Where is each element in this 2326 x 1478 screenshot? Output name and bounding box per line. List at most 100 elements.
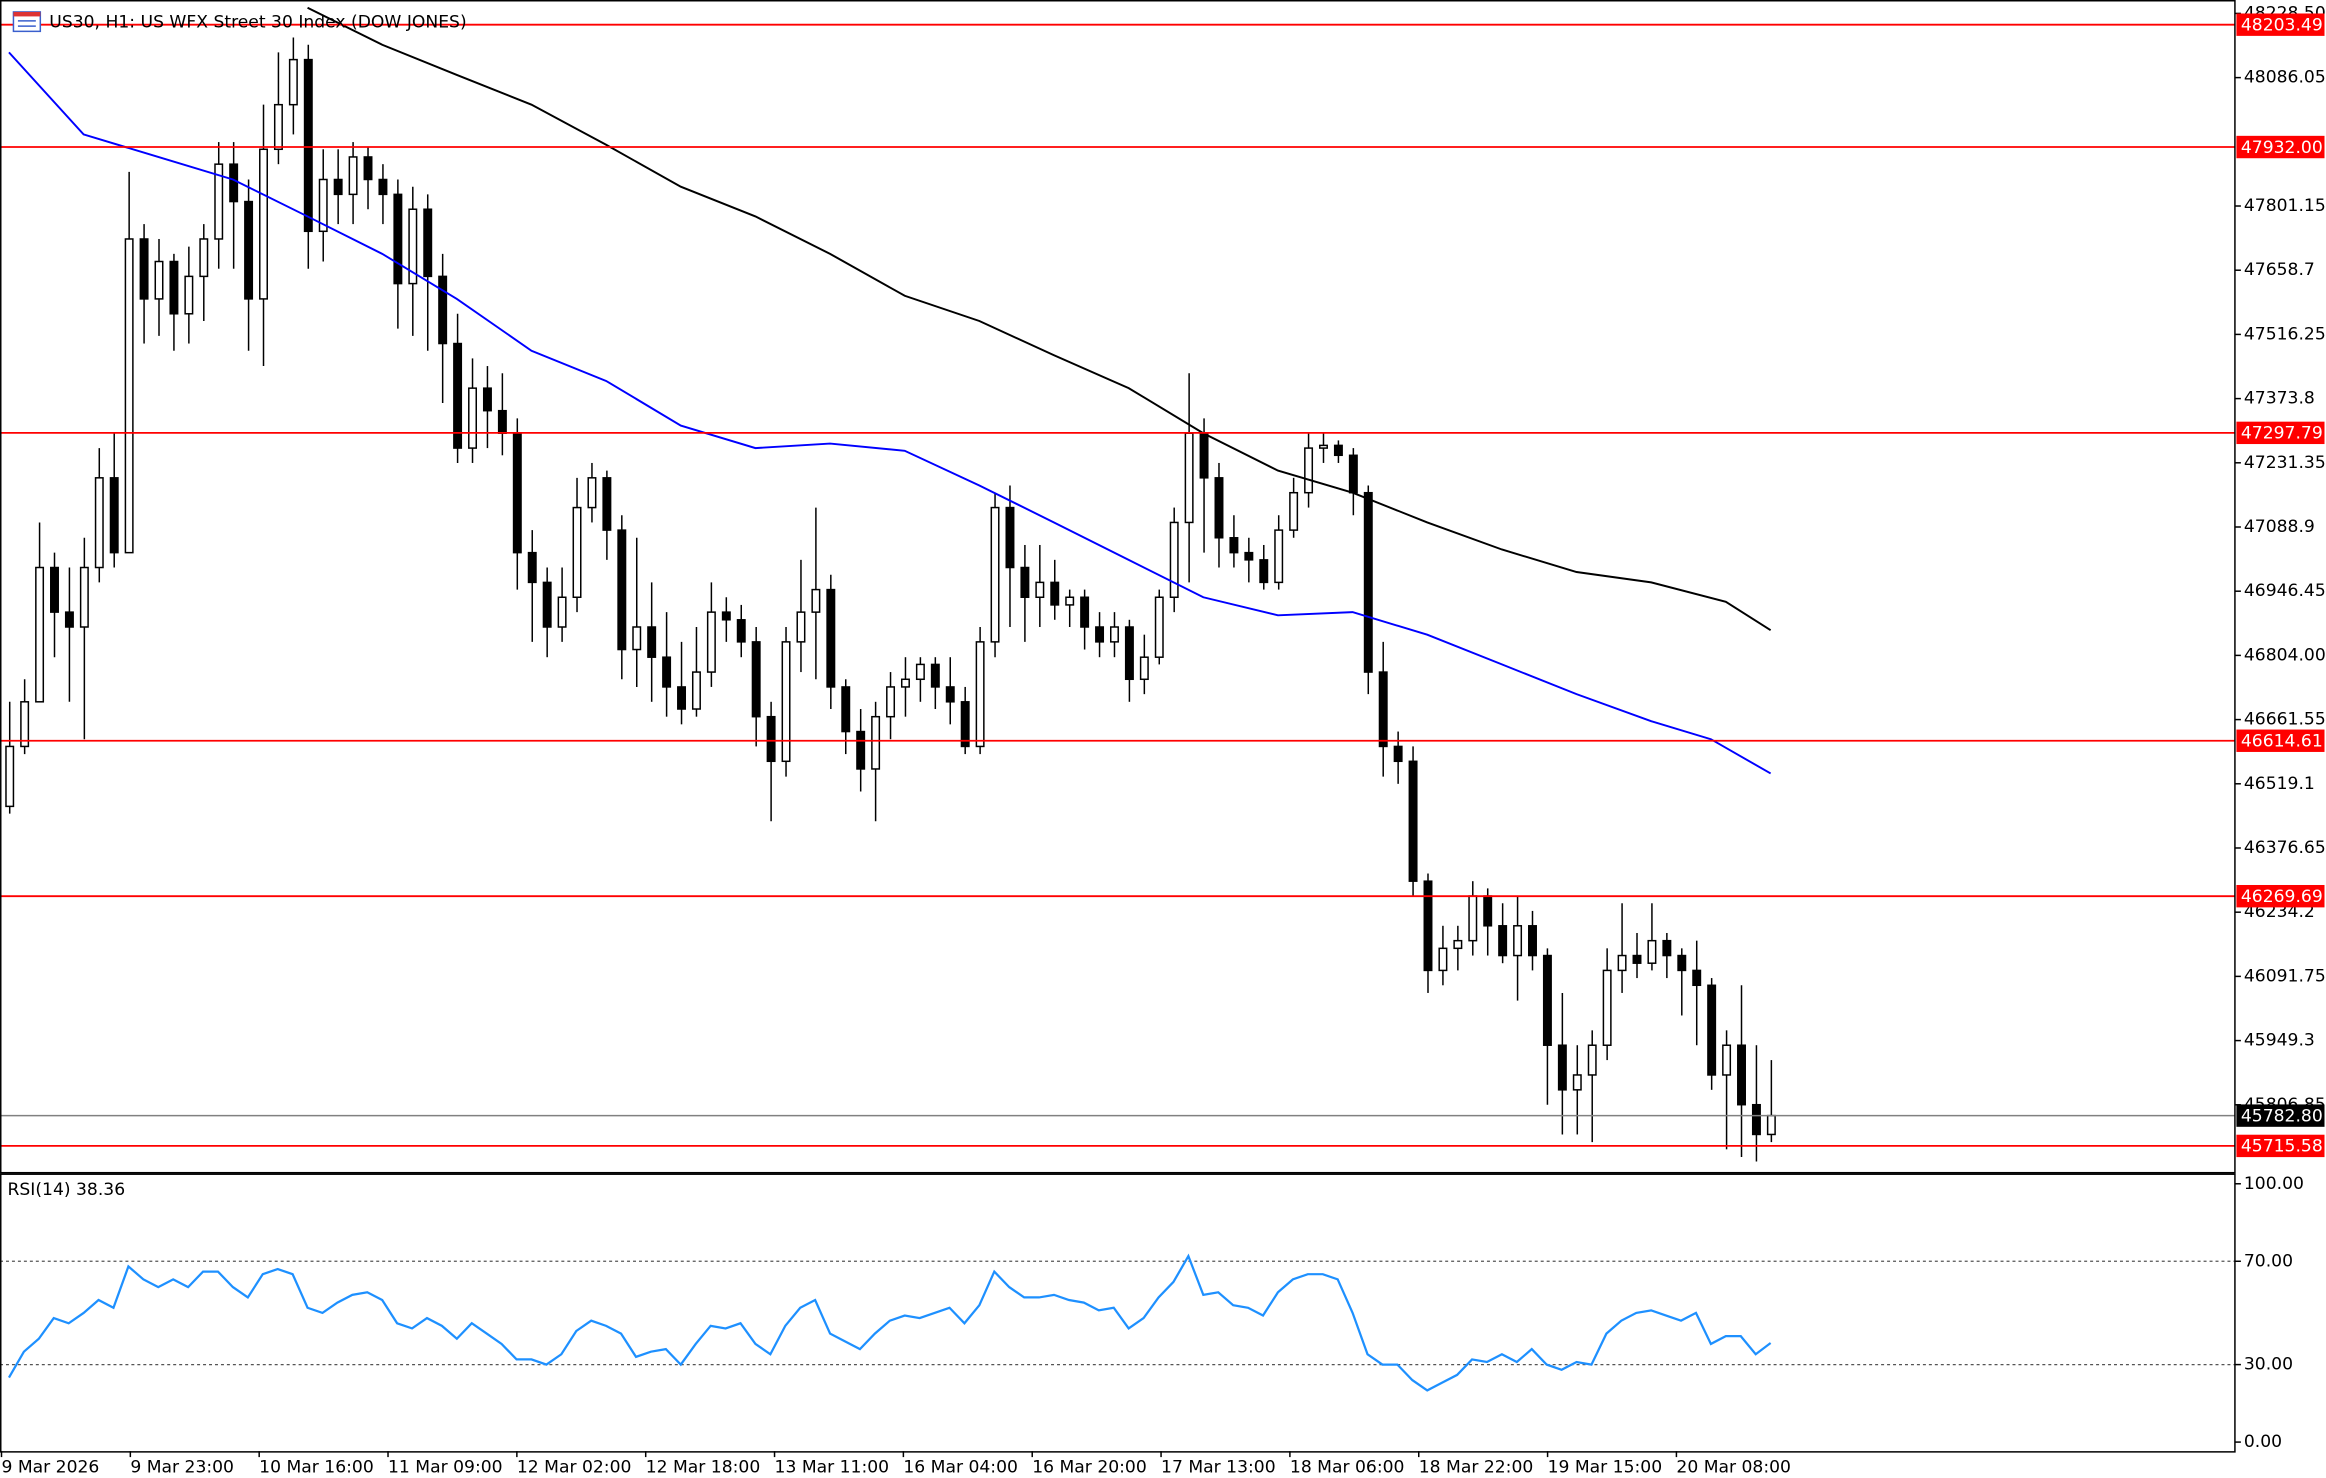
candle-body	[64, 611, 74, 628]
axes: 48228.5048086.0547801.1547658.747516.254…	[0, 3, 2326, 1478]
level-label: 47932.00	[2241, 138, 2323, 158]
x-tick-label: 11 Mar 09:00	[388, 1458, 503, 1478]
candle-body	[1707, 984, 1717, 1076]
candle-body	[826, 588, 836, 688]
candle-body	[169, 260, 179, 315]
candle-body	[557, 596, 567, 628]
candle-body	[1169, 521, 1179, 599]
candle-body	[139, 238, 149, 300]
x-tick-label: 18 Mar 06:00	[1290, 1458, 1405, 1478]
candle-body	[482, 387, 492, 412]
candle-body	[35, 566, 45, 703]
moving-average	[8, 51, 1772, 775]
candle-body	[393, 193, 403, 285]
candle-body	[1602, 969, 1612, 1046]
candle-body	[1184, 432, 1194, 524]
level-label-bg	[2236, 729, 2325, 752]
y-tick-label: 48086.05	[2244, 68, 2326, 88]
level-label: 47297.79	[2241, 424, 2323, 444]
candle-body	[1199, 432, 1209, 479]
candle-body	[990, 506, 1000, 643]
candle-body	[1438, 947, 1448, 972]
candle-body	[423, 208, 433, 278]
candle-body	[1050, 581, 1060, 606]
candle-body	[1423, 880, 1433, 972]
candle-body	[1363, 491, 1373, 673]
candle-body	[527, 551, 537, 584]
candle-body	[1244, 551, 1254, 561]
candle-body	[1483, 895, 1493, 927]
candle-body	[1737, 1044, 1746, 1106]
candle-body	[1408, 760, 1418, 882]
candle-body	[1617, 954, 1627, 972]
y-tick-label: 46804.00	[2244, 645, 2326, 665]
candle-body	[1751, 1103, 1761, 1136]
candle-body	[856, 730, 866, 770]
candle-body	[900, 678, 910, 688]
candle-body	[811, 588, 821, 613]
candle-body	[1662, 939, 1672, 957]
candle-body	[662, 656, 672, 688]
candle-body	[706, 611, 716, 673]
x-tick-label: 10 Mar 16:00	[259, 1458, 374, 1478]
candle-body	[632, 626, 642, 651]
candle-body	[1692, 969, 1702, 987]
candle-body	[79, 566, 89, 628]
candle-body	[244, 200, 254, 300]
candle-body	[468, 387, 477, 449]
x-tick-label: 12 Mar 18:00	[646, 1458, 761, 1478]
candle-body	[1139, 656, 1149, 681]
candle-body	[50, 566, 59, 613]
candle-body	[20, 701, 30, 748]
rsi-line	[7, 1253, 1772, 1392]
x-tick-label: 9 Mar 23:00	[130, 1458, 234, 1478]
x-tick-label: 12 Mar 02:00	[517, 1458, 632, 1478]
candle-body	[1453, 939, 1463, 950]
candle-body	[1274, 529, 1284, 584]
candle-body	[781, 641, 791, 763]
candle-body	[1304, 447, 1314, 494]
candle-body	[5, 745, 15, 808]
rsi-pane-border	[0, 1173, 2236, 1453]
candle-body	[109, 477, 119, 554]
candle-body	[1557, 1044, 1567, 1091]
candle-body	[1110, 626, 1119, 643]
candle-body	[214, 163, 224, 240]
y-tick-label: 46661.55	[2244, 710, 2326, 730]
candle-body	[408, 208, 418, 285]
candle-body	[647, 626, 657, 658]
candle-body	[259, 148, 268, 300]
candle-body	[288, 58, 298, 106]
candle-body	[94, 477, 104, 569]
candle-body	[1095, 626, 1105, 643]
candle-body	[1572, 1074, 1582, 1091]
candle-body	[1632, 954, 1642, 964]
symbol-icon	[12, 11, 42, 33]
candle-body	[886, 686, 896, 718]
y-tick-label: 46091.75	[2244, 966, 2326, 986]
candle-body	[1214, 477, 1224, 539]
candle-body	[229, 163, 239, 203]
candle-body	[303, 58, 313, 233]
candle-body	[1289, 491, 1299, 531]
rsi-pane	[0, 1253, 2235, 1392]
candle-body	[497, 409, 507, 434]
candle-body	[1542, 954, 1552, 1046]
price-pane	[0, 6, 2235, 1162]
y-tick-label: 47088.9	[2244, 517, 2315, 537]
level-label: 46269.69	[2241, 887, 2323, 907]
y-tick-label: 70.00	[2244, 1251, 2293, 1271]
candle-body	[363, 156, 373, 181]
candle-body	[154, 260, 164, 300]
level-label: 46614.61	[2241, 731, 2323, 751]
x-tick-label: 16 Mar 04:00	[903, 1458, 1018, 1478]
candle-body	[766, 715, 776, 763]
level-label: 48203.49	[2241, 15, 2323, 35]
candle-body	[1319, 444, 1328, 449]
candle-body	[438, 275, 448, 345]
candle-body	[542, 581, 552, 628]
candle-body	[512, 432, 522, 554]
x-tick-label: 20 Mar 08:00	[1676, 1458, 1791, 1478]
y-tick-label: 47801.15	[2244, 196, 2326, 216]
